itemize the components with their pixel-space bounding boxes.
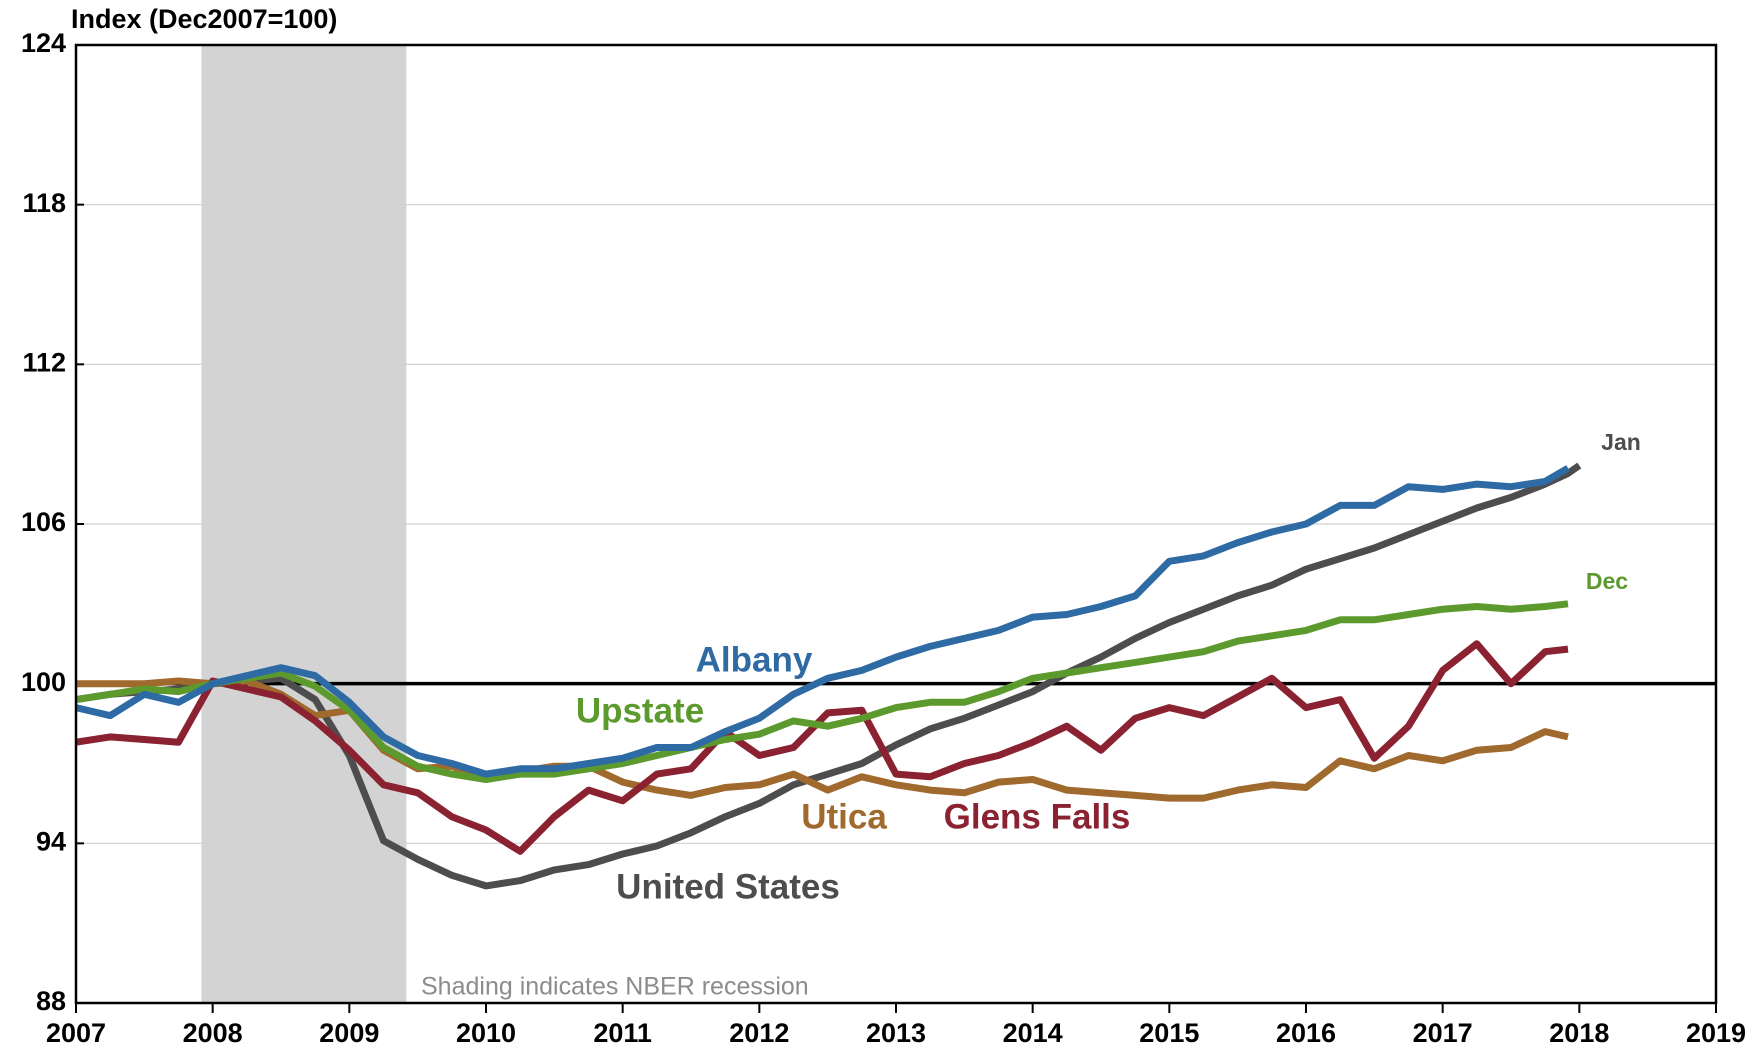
series-label: United States <box>616 867 840 906</box>
series-label: Glens Falls <box>944 797 1131 836</box>
x-tick-label: 2014 <box>1003 1018 1063 1048</box>
x-tick-label: 2015 <box>1139 1018 1199 1048</box>
series-line <box>75 640 1569 855</box>
y-tick-label: 94 <box>36 826 66 856</box>
x-tick-label: 2012 <box>729 1018 789 1048</box>
series-line <box>75 465 1570 778</box>
y-tick-label: 100 <box>21 667 66 697</box>
x-tick-label: 2011 <box>593 1018 652 1048</box>
series-line <box>76 677 1569 802</box>
x-tick-label: 2016 <box>1276 1018 1336 1048</box>
end-annotation: Dec <box>1586 568 1628 594</box>
y-tick-label: 124 <box>21 28 66 58</box>
y-tick-label: 118 <box>22 188 66 218</box>
y-tick-label: 88 <box>36 986 66 1016</box>
series-label: Utica <box>801 797 887 836</box>
recession-label: Shading indicates NBER recession <box>421 973 809 1001</box>
x-tick-label: 2017 <box>1413 1018 1473 1048</box>
y-axis-title: Index (Dec2007=100) <box>71 4 337 34</box>
end-annotation: Jan <box>1601 429 1641 455</box>
series-line <box>75 600 1569 783</box>
x-tick-label: 2007 <box>46 1018 106 1048</box>
x-tick-label: 2010 <box>456 1018 516 1048</box>
plot-frame <box>74 43 1718 1005</box>
series-line <box>75 462 1582 890</box>
x-tick-label: 2018 <box>1549 1018 1609 1048</box>
series-label: Albany <box>696 640 813 679</box>
x-tick-label: 2019 <box>1686 1018 1746 1048</box>
y-tick-label: 112 <box>22 347 66 377</box>
series-label: Upstate <box>576 691 704 730</box>
x-tick-label: 2009 <box>319 1018 379 1048</box>
x-tick-label: 2008 <box>183 1018 243 1048</box>
y-tick-label: 106 <box>21 507 66 537</box>
x-tick-label: 2013 <box>866 1018 926 1048</box>
